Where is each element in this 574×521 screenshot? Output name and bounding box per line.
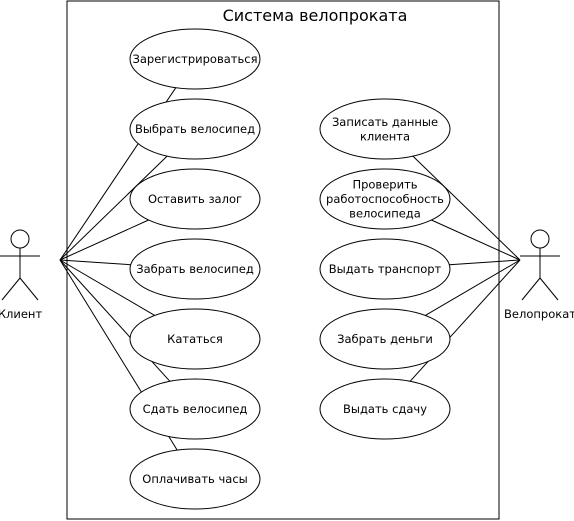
use-case-take-bike: Забрать велосипед	[129, 238, 261, 300]
association-record-client	[412, 155, 521, 261]
association-choose-bike	[59, 155, 168, 261]
association-take-money	[425, 259, 521, 316]
actor-client-left-leg	[1, 277, 21, 301]
system-title: Система велопроката	[223, 6, 408, 25]
use-case-label: Зарегистрироваться	[133, 52, 258, 66]
use-case-ellipse	[129, 308, 261, 370]
use-case-ellipse	[129, 98, 261, 160]
use-case-ellipse	[129, 168, 261, 230]
use-case-label: работоспособность	[326, 192, 444, 206]
use-case-label: Записать данные	[332, 115, 438, 129]
association-leave-deposit	[59, 219, 149, 261]
use-case-label: Проверить	[352, 178, 417, 192]
association-take-bike	[59, 259, 131, 266]
use-case-label: Выдать транспорт	[329, 262, 442, 276]
use-case-label: Кататься	[167, 332, 223, 346]
use-case-ellipse	[319, 168, 451, 230]
use-case-label: Оплачивать часы	[142, 472, 247, 486]
actor-rental: Велопрокат	[504, 229, 574, 321]
use-case-ellipse	[129, 28, 261, 90]
use-case-choose-bike: Выбрать велосипед	[129, 98, 261, 160]
use-case-label: Сдать велосипед	[143, 402, 248, 416]
actor-client: Клиент	[0, 229, 42, 321]
use-case-label: Забрать деньги	[337, 332, 433, 346]
association-ride	[59, 259, 155, 316]
system-boundary	[66, 0, 500, 520]
use-case-take-money: Забрать деньги	[319, 308, 451, 370]
use-case-register: Зарегистрироваться	[129, 28, 261, 90]
association-issue-transport	[449, 259, 521, 266]
use-case-give-change: Выдать сдачу	[319, 378, 451, 440]
use-case-label: Забрать велосипед	[136, 262, 254, 276]
use-case-label: Выдать сдачу	[343, 402, 427, 416]
use-case-label: Оставить залог	[148, 192, 242, 206]
use-case-ride: Кататься	[129, 308, 261, 370]
use-case-label: Выбрать велосипед	[135, 122, 255, 136]
use-case-pay-hours: Оплачивать часы	[129, 448, 261, 510]
use-case-ellipse	[319, 98, 451, 160]
use-case-ellipse	[129, 448, 261, 510]
use-case-ellipse	[129, 238, 261, 300]
use-case-ellipse	[319, 308, 451, 370]
use-case-ellipse	[319, 238, 451, 300]
actor-client-right-leg	[19, 277, 39, 301]
actor-client-head	[10, 229, 30, 249]
actor-rental-label: Велопрокат	[504, 307, 574, 321]
actor-rental-head	[530, 229, 550, 249]
use-case-ellipse	[319, 378, 451, 440]
use-case-ellipse	[129, 378, 261, 440]
use-case-leave-deposit: Оставить залог	[129, 168, 261, 230]
use-case-label: велосипеда	[349, 207, 421, 221]
use-case-return-bike: Сдать велосипед	[129, 378, 261, 440]
use-case-label: клиента	[360, 129, 410, 143]
associations	[59, 87, 521, 451]
use-cases: Зарегистрироваться Выбрать велосипед Остав…	[129, 28, 451, 510]
actor-rental-right-leg	[539, 277, 559, 301]
actor-rental-left-leg	[521, 277, 541, 301]
association-check-bike	[431, 219, 521, 261]
actor-client-label: Клиент	[0, 307, 42, 321]
use-case-issue-transport: Выдать транспорт	[319, 238, 451, 300]
